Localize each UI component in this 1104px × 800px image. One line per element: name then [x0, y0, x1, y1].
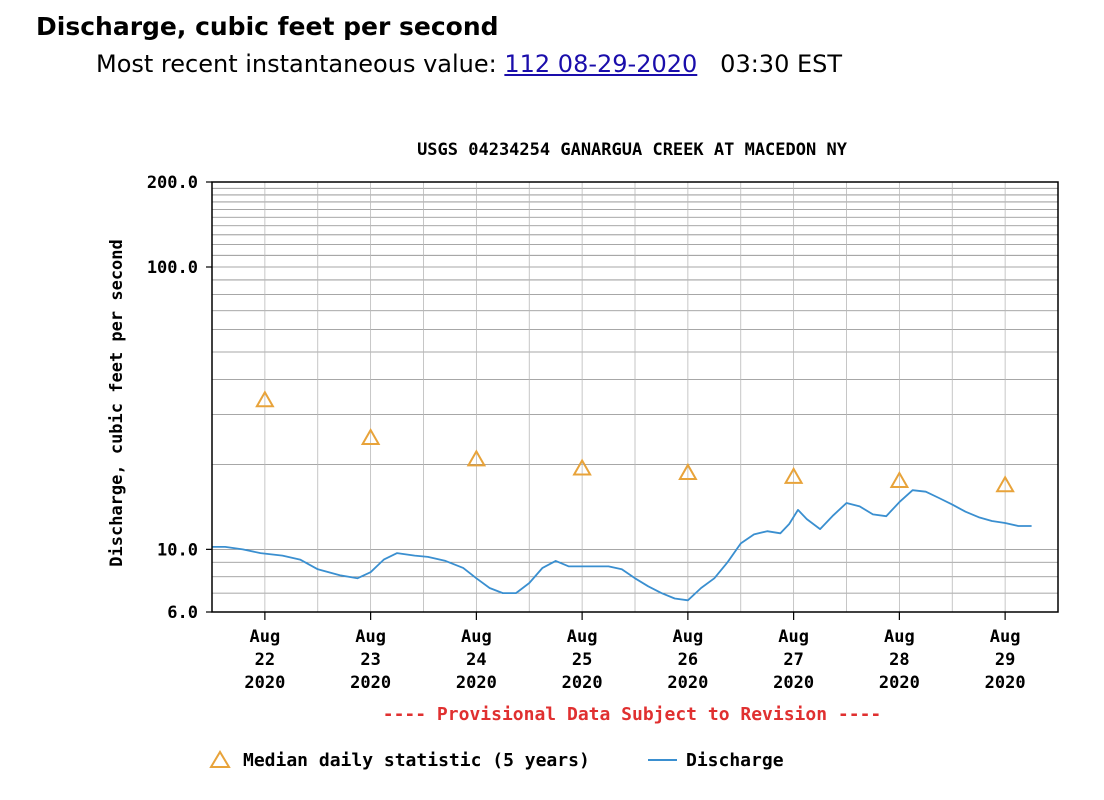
x-tick-label: Aug [355, 627, 386, 647]
x-tick-label: 2020 [667, 673, 708, 693]
y-axis: 200.0 100.0 10.0 6.0 [147, 173, 212, 623]
x-tick-label: 2020 [456, 673, 497, 693]
x-tick-label: Aug [250, 627, 281, 647]
x-tick-label: 2020 [985, 673, 1026, 693]
x-tick-label: 2020 [773, 673, 814, 693]
x-tick-label: 29 [995, 650, 1015, 670]
x-tick-label: Aug [673, 627, 704, 647]
discharge-series [212, 489, 1032, 602]
x-tick-label: 23 [360, 650, 380, 670]
recent-value-time: 03:30 EST [697, 50, 843, 78]
median-triangle-marker [360, 427, 381, 445]
provisional-annotation: ---- Provisional Data Subject to Revisio… [383, 704, 882, 725]
recent-value-link[interactable]: 112 08-29-2020 [504, 50, 698, 78]
legend-triangle-icon [209, 750, 231, 768]
median-triangle-marker [572, 458, 592, 476]
recent-value-label: Most recent instantaneous value: [96, 50, 505, 78]
discharge-line [212, 489, 1032, 602]
x-tick-label: Aug [461, 627, 492, 647]
x-tick-label: 24 [466, 650, 486, 670]
median-triangle-marker [889, 471, 910, 489]
page-title: Discharge, cubic feet per second [36, 12, 499, 41]
x-tick-label: 2020 [879, 673, 920, 693]
x-tick-label: 2020 [244, 673, 285, 693]
x-tick-label: Aug [884, 627, 915, 647]
x-axis: Aug 22 2020 Aug 23 2020 Aug 24 2020 Aug 25 2020 Aug 2… [244, 612, 1026, 693]
y-tick-label: 200.0 [147, 173, 198, 193]
x-tick-label: 2020 [350, 673, 391, 693]
x-tick-label: 2020 [562, 673, 603, 693]
median-triangle-marker [678, 462, 698, 480]
x-tick-label: 26 [678, 650, 698, 670]
median-markers [255, 390, 1015, 493]
median-triangle-marker [466, 449, 487, 467]
x-tick-label: 22 [255, 650, 275, 670]
median-triangle-marker [255, 390, 275, 408]
plot-border [211, 181, 1059, 613]
y-axis-label: Discharge, cubic feet per second [107, 239, 127, 567]
grid-lines [212, 182, 1058, 612]
median-triangle-marker [783, 466, 804, 484]
legend: Median daily statistic (5 years) Dischar… [209, 750, 784, 771]
x-tick-label: Aug [778, 627, 809, 647]
x-tick-label: 25 [572, 650, 592, 670]
recent-value-line: Most recent instantaneous value: 112 08-… [96, 50, 842, 78]
x-tick-label: 28 [889, 650, 909, 670]
median-triangle-marker [995, 475, 1015, 493]
x-tick-label: Aug [567, 627, 598, 647]
y-tick-label: 10.0 [157, 540, 198, 560]
x-tick-label: 27 [783, 650, 803, 670]
x-tick-label: Aug [990, 627, 1021, 647]
legend-median-label: Median daily statistic (5 years) [243, 750, 590, 771]
y-tick-label: 6.0 [167, 603, 198, 623]
legend-discharge-label: Discharge [686, 750, 784, 771]
chart-title: USGS 04234254 GANARGUA CREEK AT MACEDON … [417, 140, 848, 160]
y-tick-label: 100.0 [147, 258, 198, 278]
